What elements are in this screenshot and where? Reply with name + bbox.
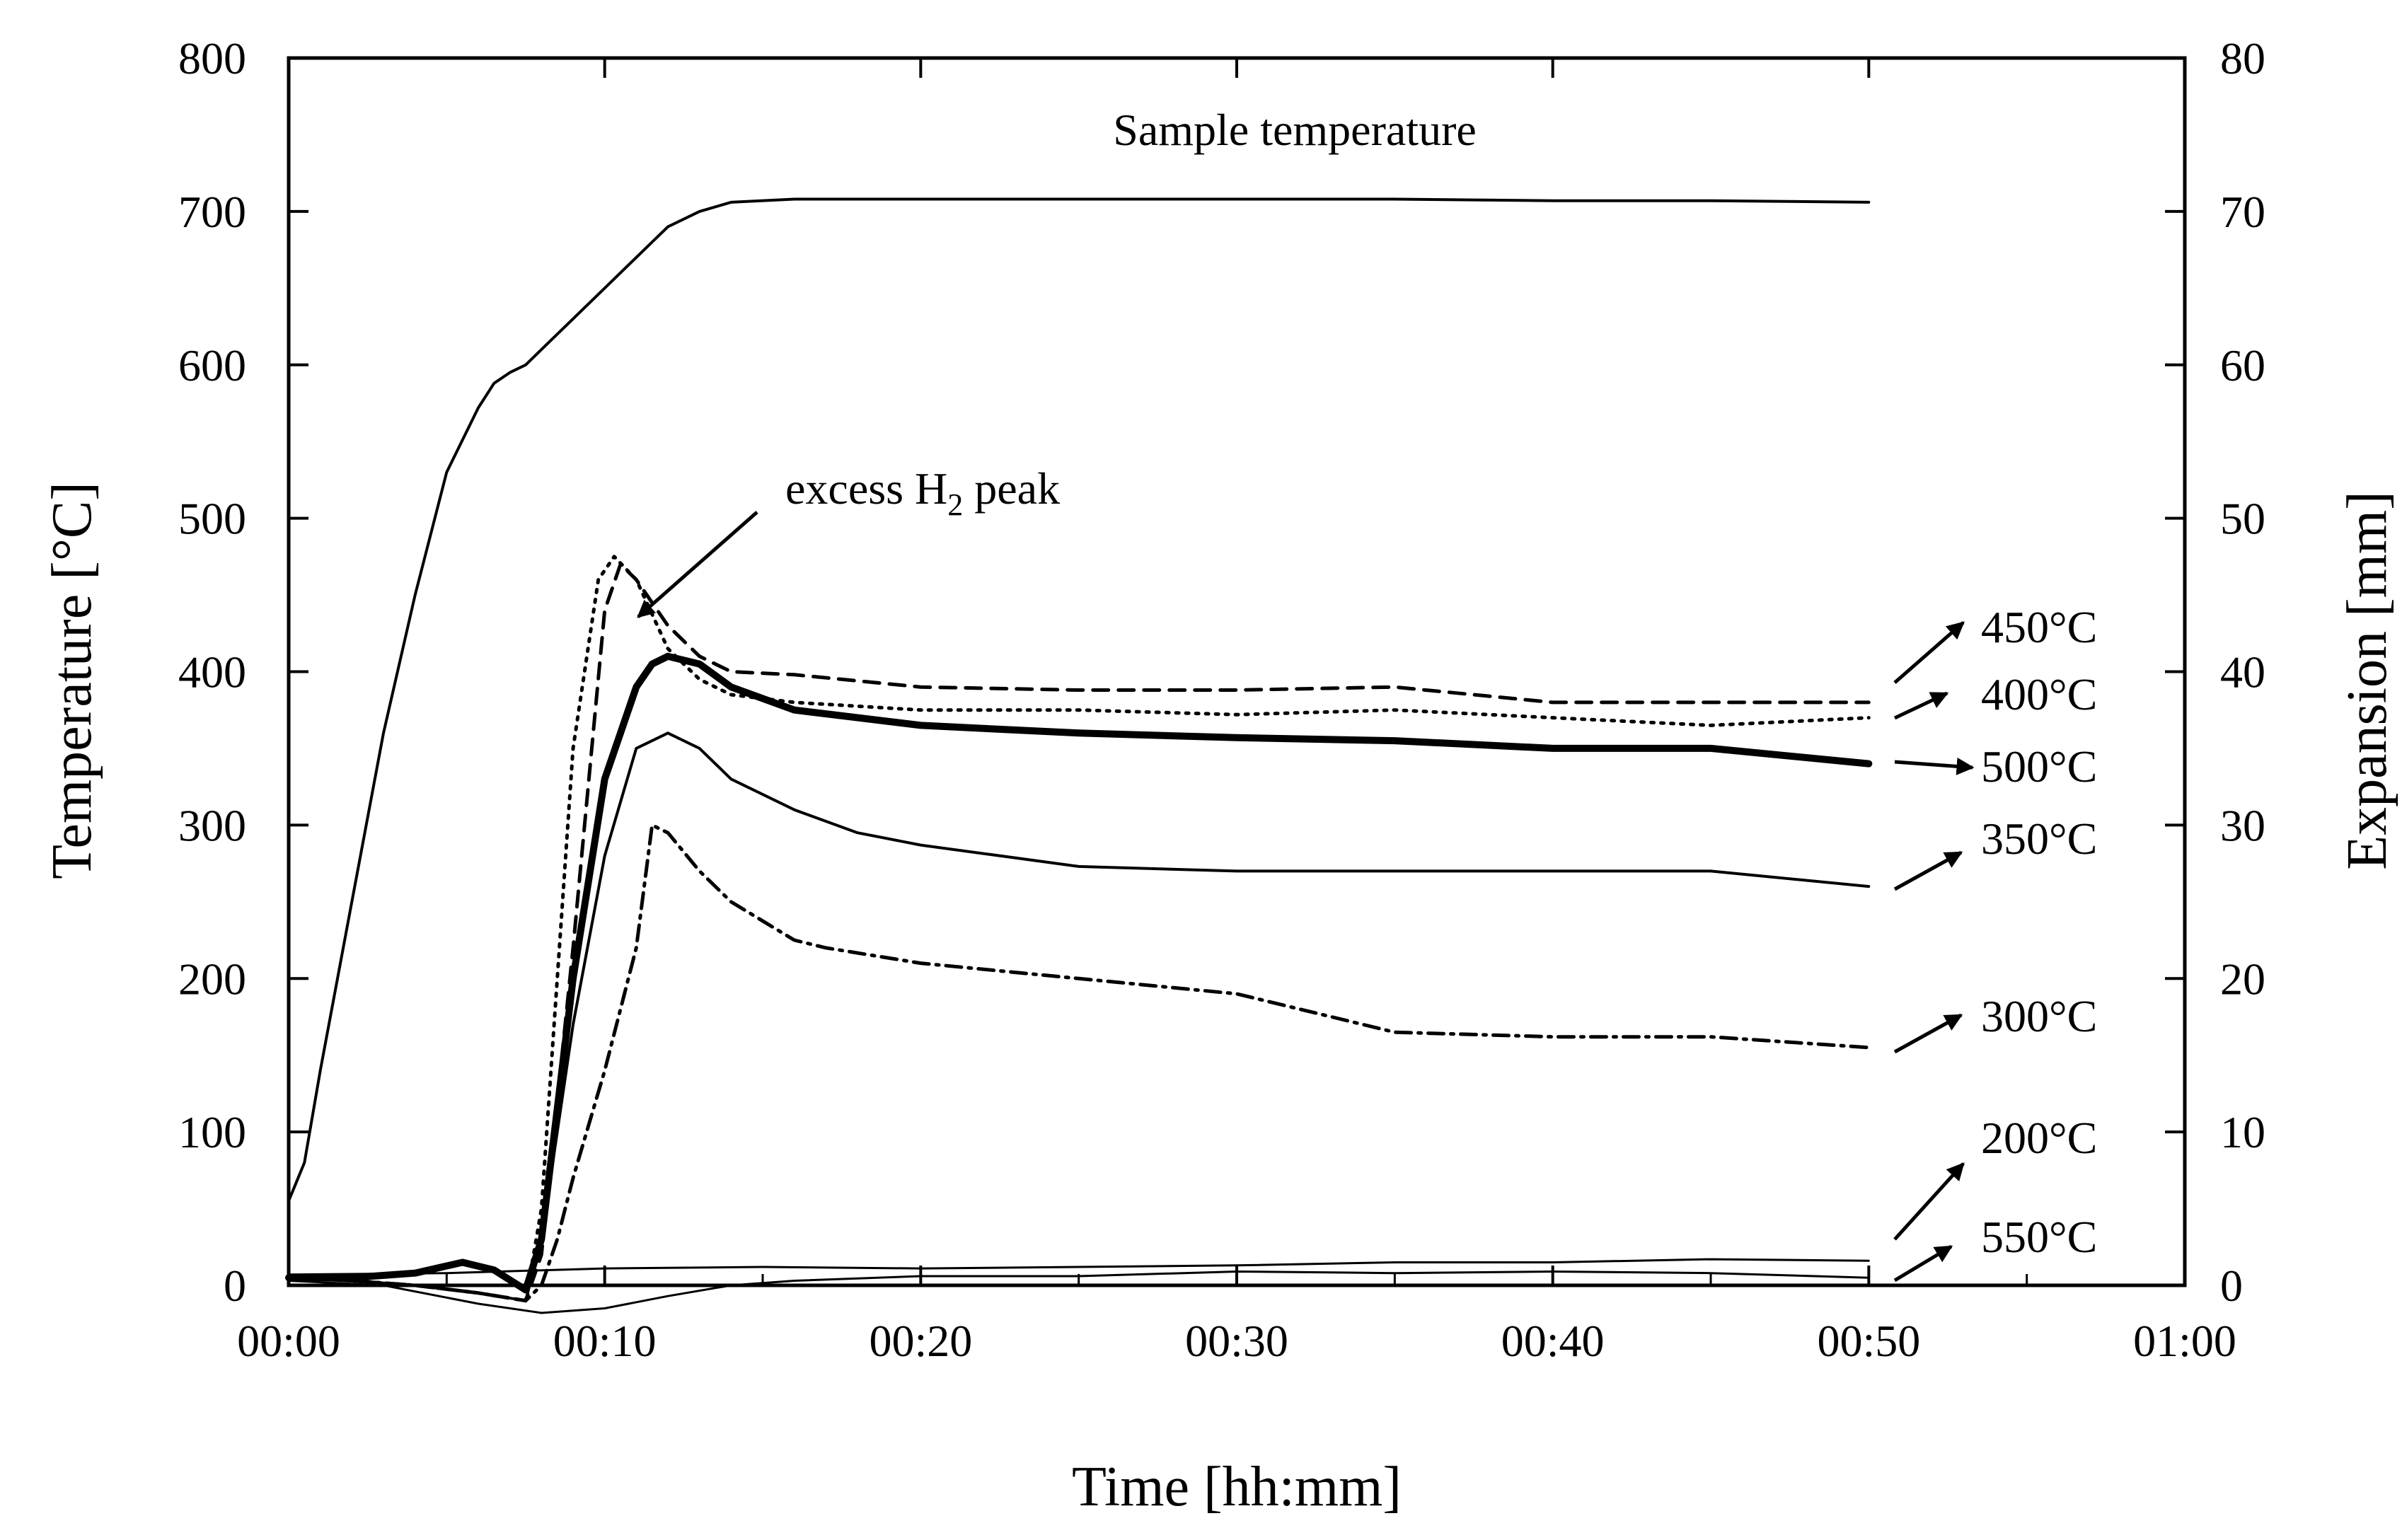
end-label-550: 550°C (1981, 1212, 2097, 1262)
y-tick-label-8: 800 (178, 33, 246, 83)
x-axis-title: Time [hh:mm] (1072, 1456, 1402, 1518)
y2-tick-label-2: 20 (2220, 954, 2265, 1004)
end-arrow-350 (1893, 850, 1963, 891)
y-axis-left-title: Temperature [°C] (41, 482, 103, 879)
y-tick-label-0: 0 (224, 1261, 246, 1311)
annotation-excess-h2-arrow (637, 511, 758, 618)
annotation-excess-h2-main: excess H (785, 463, 947, 514)
series-line-sample-temperature (287, 197, 1871, 1203)
plot-frame (287, 56, 2187, 1287)
series-line-300-c (287, 823, 1871, 1303)
x-tick-label-2: 00:20 (869, 1316, 972, 1366)
annotation-sample-temperature: Sample temperature (1113, 105, 1477, 155)
y-tick-label-7: 700 (178, 187, 246, 237)
series-line-400-c (287, 555, 1871, 1303)
y-tick-label-2: 200 (178, 954, 246, 1004)
y-tick-label-4: 400 (178, 647, 246, 697)
x-tick-label-3: 00:30 (1185, 1316, 1288, 1366)
series-line-550-c (287, 1270, 1870, 1314)
y2-tick-label-8: 80 (2220, 33, 2265, 83)
y2-tick-label-4: 40 (2220, 647, 2265, 697)
y-tick-label-5: 500 (178, 494, 246, 544)
y2-tick-label-3: 30 (2220, 800, 2265, 850)
end-arrow-200 (1893, 1162, 1965, 1241)
series-line-500-c (285, 652, 1873, 1294)
x-tick-label-6: 01:00 (2133, 1316, 2236, 1366)
y2-tick-label-1: 10 (2220, 1107, 2265, 1157)
y-axis-right-title: Expansion [mm] (2336, 491, 2398, 869)
end-arrow-550 (1893, 1244, 1953, 1283)
end-label-400: 400°C (1981, 669, 2097, 719)
y-tick-label-1: 100 (178, 1107, 246, 1157)
y-axis-left-ticks: 0 100 200 300 400 500 600 700 800 (178, 33, 308, 1311)
y2-tick-label-5: 50 (2220, 494, 2265, 544)
x-axis-ticks: 00:00 00:10 00:20 00:30 00:40 00:50 01:00 (237, 58, 2236, 1366)
x-tick-label-4: 00:40 (1501, 1316, 1605, 1366)
annotation-excess-h2-peak: excess H2 peak (785, 463, 1060, 522)
end-label-500: 500°C (1981, 741, 2097, 792)
y-axis-right-ticks: 0 10 20 30 40 50 60 70 80 (2165, 33, 2265, 1311)
annotation-excess-h2-tail: peak (963, 463, 1060, 514)
series-line-200-c (287, 1258, 1870, 1276)
x-tick-label-1: 00:10 (553, 1316, 657, 1366)
x-tick-label-0: 00:00 (237, 1316, 340, 1366)
y2-tick-label-6: 60 (2220, 340, 2265, 390)
y2-tick-label-0: 0 (2220, 1261, 2243, 1311)
end-label-300: 300°C (1981, 991, 2097, 1041)
end-arrow-400 (1893, 691, 1949, 720)
end-labels: 450°C 400°C 500°C 350°C 300°C 200°C 550°… (1893, 602, 2097, 1283)
series-line-350-c (287, 731, 1871, 1302)
end-arrow-500 (1894, 757, 1975, 775)
series-layer (285, 197, 1873, 1314)
series-line-450-c (287, 562, 1871, 1303)
end-label-350: 350°C (1981, 814, 2097, 864)
y-tick-label-6: 600 (178, 340, 246, 390)
annotation-excess-h2-sub: 2 (947, 487, 963, 522)
end-label-200: 200°C (1981, 1113, 2097, 1163)
y2-tick-label-7: 70 (2220, 187, 2265, 237)
end-arrow-300 (1893, 1013, 1963, 1054)
y-tick-label-3: 300 (178, 800, 246, 850)
end-arrow-450 (1893, 621, 1965, 684)
x-tick-label-5: 00:50 (1817, 1316, 1920, 1366)
end-label-450: 450°C (1981, 602, 2097, 652)
